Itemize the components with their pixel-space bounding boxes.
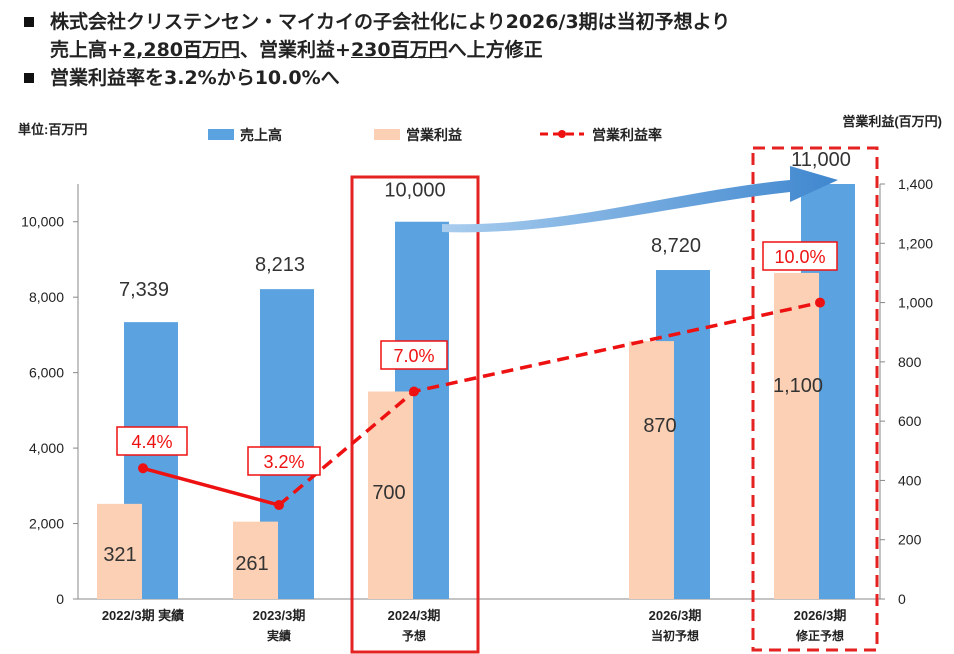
right-tick-label: 400 <box>898 472 922 488</box>
chart-marks: 7,339 8,213 10,000 8,720 11,000 321 261 700 870 1… <box>97 146 879 654</box>
right-tick-label: 0 <box>898 591 906 607</box>
highlight-box-2024 <box>350 175 480 654</box>
margin-label-box <box>247 446 321 476</box>
x-category-sublabel: 予想 <box>402 628 426 643</box>
right-tick-label: 600 <box>898 413 922 429</box>
left-tick-label: 4,000 <box>29 440 64 456</box>
margin-value-label: 10.0% <box>774 247 825 267</box>
right-axis-title: 営業利益(百万円) <box>842 114 942 129</box>
sales-value-label: 8,720 <box>651 235 701 257</box>
legend-label-margin: 営業利益率 <box>592 127 662 143</box>
left-tick-label: 0 <box>56 591 64 607</box>
right-tick-label: 1,000 <box>898 295 933 311</box>
margin-point <box>815 297 825 308</box>
legend-swatch-sales <box>208 129 234 140</box>
right-tick-label: 200 <box>898 532 922 548</box>
x-category-sublabel: 当初予想 <box>651 628 699 643</box>
headline-line-2: 売上高+2,280百万円、営業利益+230百万円へ上方修正 <box>18 36 938 64</box>
margin-label-box <box>762 241 838 271</box>
margin-value-label: 7.0% <box>393 346 434 366</box>
margin-point <box>274 500 284 511</box>
profit-bar <box>233 521 278 599</box>
margin-line-forecast <box>277 300 821 507</box>
headline-text-3: 営業利益率を3.2%から10.0%へ <box>50 67 340 89</box>
headline: 株式会社クリステンセン・マイカイの子会社化により2026/3期は当初予想より 売… <box>18 8 938 92</box>
profit-bar <box>97 503 142 599</box>
right-tick-label: 800 <box>898 354 922 370</box>
left-tick-label: 10,000 <box>21 214 64 230</box>
margin-label-box <box>380 340 448 370</box>
margin-line-actual <box>142 466 280 507</box>
legend-marker-margin <box>558 130 566 138</box>
margin-point <box>409 386 419 397</box>
x-category-label: 2026/3期 <box>649 608 702 623</box>
profit-value-label: 870 <box>643 415 676 437</box>
left-tick-label: 2,000 <box>29 516 64 532</box>
left-tick-label: 8,000 <box>29 289 64 305</box>
profit-value-label: 261 <box>235 553 268 575</box>
legend: 売上高 営業利益 営業利益率 <box>208 127 662 143</box>
sales-value-label: 11,000 <box>791 149 851 171</box>
left-tick-label: 6,000 <box>29 365 64 381</box>
bullet-square-icon <box>24 17 34 27</box>
x-category-sublabel: 修正予想 <box>795 628 844 643</box>
sales-value-label: 8,213 <box>255 254 305 276</box>
x-category-label: 2023/3期 <box>253 608 306 623</box>
sales-value-label: 7,339 <box>119 279 169 301</box>
right-tick-label: 1,200 <box>898 235 933 251</box>
profit-value-label: 321 <box>103 544 136 566</box>
right-tick-label: 1,400 <box>898 176 933 192</box>
x-category-label: 2022/3期 実績 <box>102 608 184 623</box>
headline-text-2e: へ上方修正 <box>447 39 543 61</box>
profit-value-label: 1,100 <box>773 375 823 397</box>
axes: 0 2,000 4,000 6,000 8,000 10,000 0 200 400 600 800… <box>21 176 933 643</box>
headline-line-3: 営業利益率を3.2%から10.0%へ <box>18 64 938 92</box>
margin-label-box <box>116 426 188 456</box>
growth-arrow <box>442 166 838 233</box>
headline-text-2a: 売上高+ <box>50 39 123 61</box>
legend-label-profit: 営業利益 <box>406 127 462 143</box>
sales-increase: 2,280百万円 <box>122 39 241 61</box>
profit-bar <box>774 272 819 599</box>
margin-value-label: 4.4% <box>131 432 172 452</box>
headline-text-1: 株式会社クリステンセン・マイカイの子会社化により2026/3期は当初予想より <box>50 11 731 33</box>
profit-bar <box>629 341 674 599</box>
profit-increase: 230百万円 <box>350 39 448 61</box>
x-category-label: 2026/3期 <box>794 608 847 623</box>
sales-value-label: 10,000 <box>384 180 445 202</box>
headline-text-2c: 、営業利益+ <box>240 39 351 61</box>
profit-value-label: 700 <box>372 482 405 504</box>
bullet-square-icon <box>24 73 34 83</box>
margin-point <box>138 463 148 474</box>
headline-line-1: 株式会社クリステンセン・マイカイの子会社化により2026/3期は当初予想より <box>18 8 938 36</box>
legend-label-sales: 売上高 <box>240 127 282 143</box>
legend-swatch-profit <box>374 129 400 140</box>
x-category-sublabel: 実績 <box>267 628 291 643</box>
highlight-box-2026-revised <box>751 146 879 652</box>
unit-label: 単位:百万円 <box>18 122 87 137</box>
margin-value-label: 3.2% <box>263 452 304 472</box>
x-category-label: 2024/3期 <box>388 608 441 623</box>
